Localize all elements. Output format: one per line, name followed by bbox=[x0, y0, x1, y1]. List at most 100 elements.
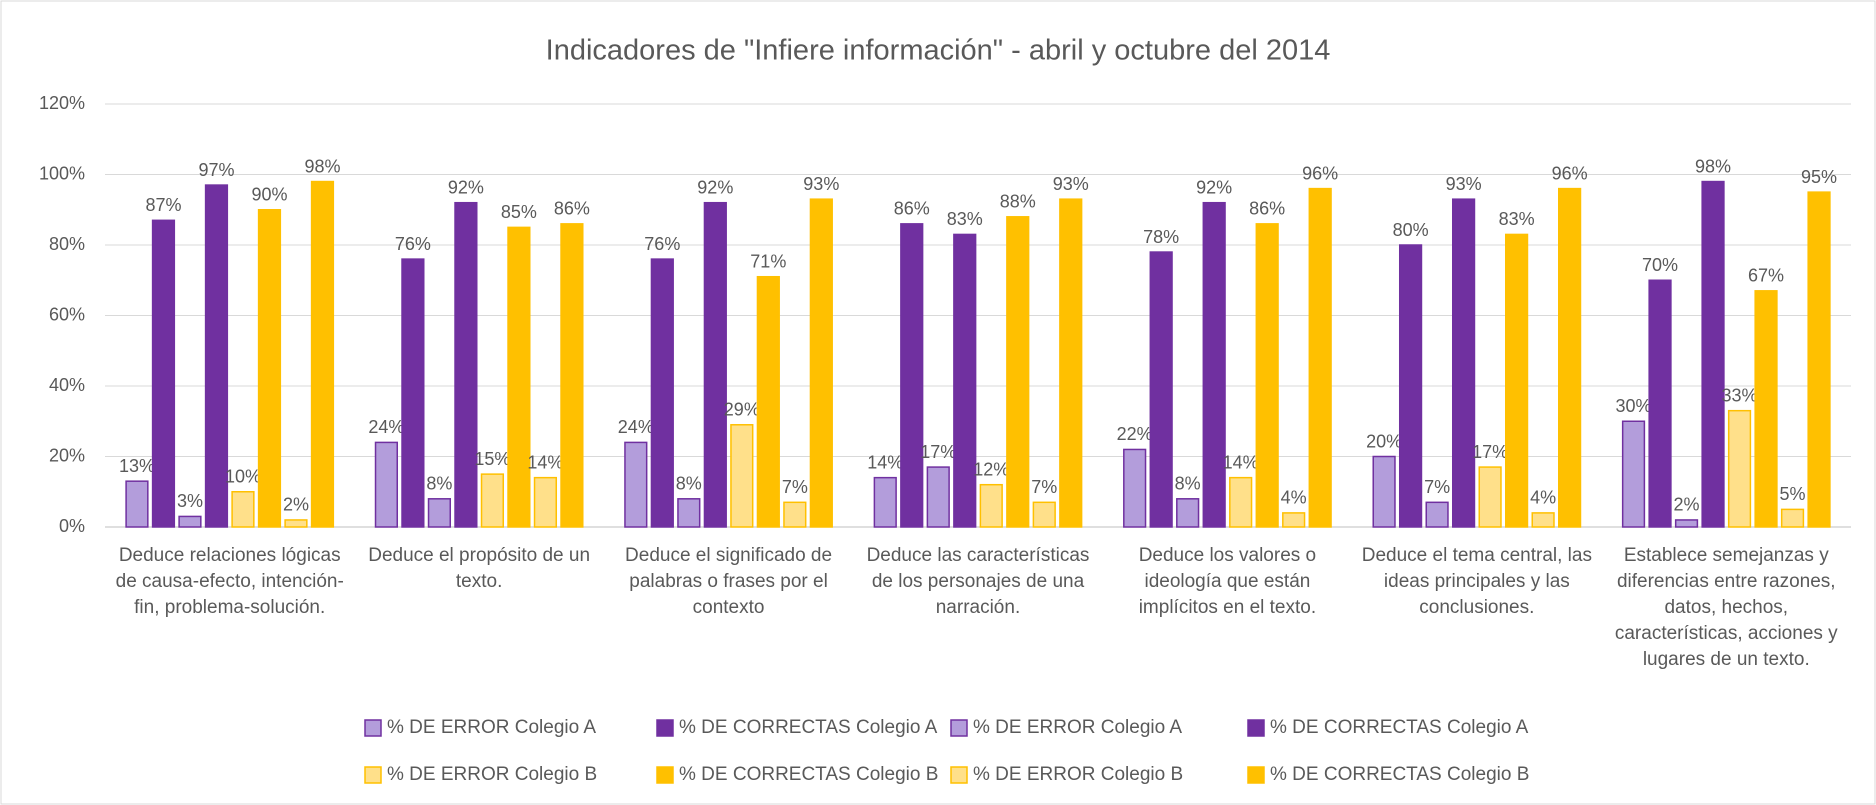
data-label: 86% bbox=[1249, 199, 1285, 219]
bar bbox=[374, 441, 399, 528]
data-label: 2% bbox=[283, 495, 309, 515]
data-label: 95% bbox=[1801, 167, 1837, 187]
data-label: 67% bbox=[1748, 266, 1784, 286]
bar bbox=[151, 219, 176, 528]
data-label: 76% bbox=[644, 234, 680, 254]
bar bbox=[284, 519, 308, 528]
data-label: 85% bbox=[501, 202, 537, 222]
legend-swatch bbox=[364, 766, 382, 784]
data-label: 86% bbox=[554, 199, 590, 219]
data-label: 70% bbox=[1642, 255, 1678, 275]
bar bbox=[1032, 501, 1056, 528]
bar bbox=[507, 226, 531, 528]
data-label: 86% bbox=[894, 199, 930, 219]
data-label: 87% bbox=[145, 195, 181, 215]
bar bbox=[1807, 191, 1831, 528]
legend-label: % DE ERROR Colegio A bbox=[387, 717, 596, 738]
bar bbox=[756, 275, 780, 528]
bar bbox=[1006, 216, 1030, 528]
data-label: 93% bbox=[803, 174, 839, 194]
bar bbox=[401, 258, 425, 528]
data-label: 4% bbox=[1530, 488, 1556, 508]
bar bbox=[1701, 180, 1725, 528]
data-label: 93% bbox=[1053, 174, 1089, 194]
data-label: 7% bbox=[1424, 477, 1450, 497]
data-label: 33% bbox=[1722, 385, 1758, 405]
bar bbox=[1059, 198, 1083, 528]
data-label: 24% bbox=[368, 417, 404, 437]
data-label: 92% bbox=[697, 177, 733, 197]
legend-swatch bbox=[1247, 719, 1265, 737]
bar bbox=[1202, 201, 1226, 528]
data-label: 98% bbox=[304, 156, 340, 176]
y-tick-label: 0% bbox=[59, 516, 85, 536]
data-label: 83% bbox=[947, 209, 983, 229]
legend-swatch bbox=[1247, 766, 1265, 784]
bar bbox=[1308, 187, 1332, 528]
y-tick-label: 100% bbox=[39, 163, 85, 183]
data-label: 3% bbox=[177, 491, 203, 511]
bar bbox=[926, 466, 950, 528]
chart-title: Indicadores de "Infiere información" - a… bbox=[546, 35, 1331, 67]
data-label: 10% bbox=[225, 467, 261, 487]
bar bbox=[1674, 519, 1699, 528]
data-label: 80% bbox=[1393, 220, 1429, 240]
bar bbox=[953, 233, 977, 528]
y-tick-label: 20% bbox=[49, 445, 85, 465]
bar bbox=[1282, 512, 1306, 528]
data-label: 78% bbox=[1143, 227, 1179, 247]
data-label: 98% bbox=[1695, 156, 1731, 176]
data-label: 17% bbox=[920, 442, 956, 462]
bar bbox=[427, 498, 452, 528]
data-label: 8% bbox=[426, 474, 452, 494]
bar bbox=[1255, 223, 1279, 528]
data-label: 90% bbox=[251, 185, 287, 205]
data-label: 13% bbox=[119, 456, 155, 476]
data-label: 7% bbox=[1031, 477, 1057, 497]
legend-label: % DE ERROR Colegio B bbox=[973, 764, 1183, 785]
data-label: 30% bbox=[1616, 396, 1652, 416]
data-label: 24% bbox=[618, 417, 654, 437]
y-tick-label: 80% bbox=[49, 234, 85, 254]
bar bbox=[1648, 279, 1672, 528]
bar bbox=[1149, 251, 1173, 528]
data-label: 12% bbox=[973, 459, 1009, 479]
data-label: 7% bbox=[782, 477, 808, 497]
bar bbox=[178, 515, 202, 528]
data-label: 92% bbox=[448, 177, 484, 197]
data-label: 29% bbox=[724, 400, 760, 420]
bar bbox=[1504, 233, 1529, 528]
bar bbox=[257, 209, 282, 528]
bar bbox=[730, 424, 754, 528]
bar bbox=[1229, 476, 1253, 528]
y-tick-label: 60% bbox=[49, 304, 85, 324]
x-tick-label: Establece semejanzas y diferencias entre… bbox=[1614, 545, 1838, 670]
data-label: 93% bbox=[1446, 174, 1482, 194]
bar bbox=[310, 180, 335, 528]
data-label: 8% bbox=[1175, 474, 1201, 494]
x-tick-label: Deduce las características de los person… bbox=[866, 545, 1090, 618]
bar bbox=[560, 223, 584, 528]
bar bbox=[454, 201, 478, 528]
bar bbox=[1727, 409, 1752, 528]
data-label: 88% bbox=[1000, 192, 1036, 212]
legend-swatch bbox=[656, 766, 674, 784]
bar bbox=[873, 476, 897, 528]
y-tick-label: 120% bbox=[39, 93, 85, 113]
x-tick-label: Deduce el propósito de un texto. bbox=[368, 545, 591, 592]
bar bbox=[231, 491, 255, 528]
bar bbox=[1398, 244, 1423, 528]
legend-label: % DE CORRECTAS Colegio B bbox=[679, 764, 938, 785]
bar bbox=[1425, 501, 1449, 528]
legend-label: % DE CORRECTAS Colegio A bbox=[679, 717, 938, 738]
bar bbox=[480, 473, 505, 528]
bar bbox=[1372, 455, 1396, 528]
bar bbox=[1621, 420, 1646, 528]
legend-label: % DE ERROR Colegio A bbox=[973, 717, 1182, 738]
data-label: 2% bbox=[1674, 495, 1700, 515]
bar bbox=[204, 184, 229, 528]
bar bbox=[1557, 187, 1582, 528]
legend-label: % DE CORRECTAS Colegio A bbox=[1270, 717, 1529, 738]
